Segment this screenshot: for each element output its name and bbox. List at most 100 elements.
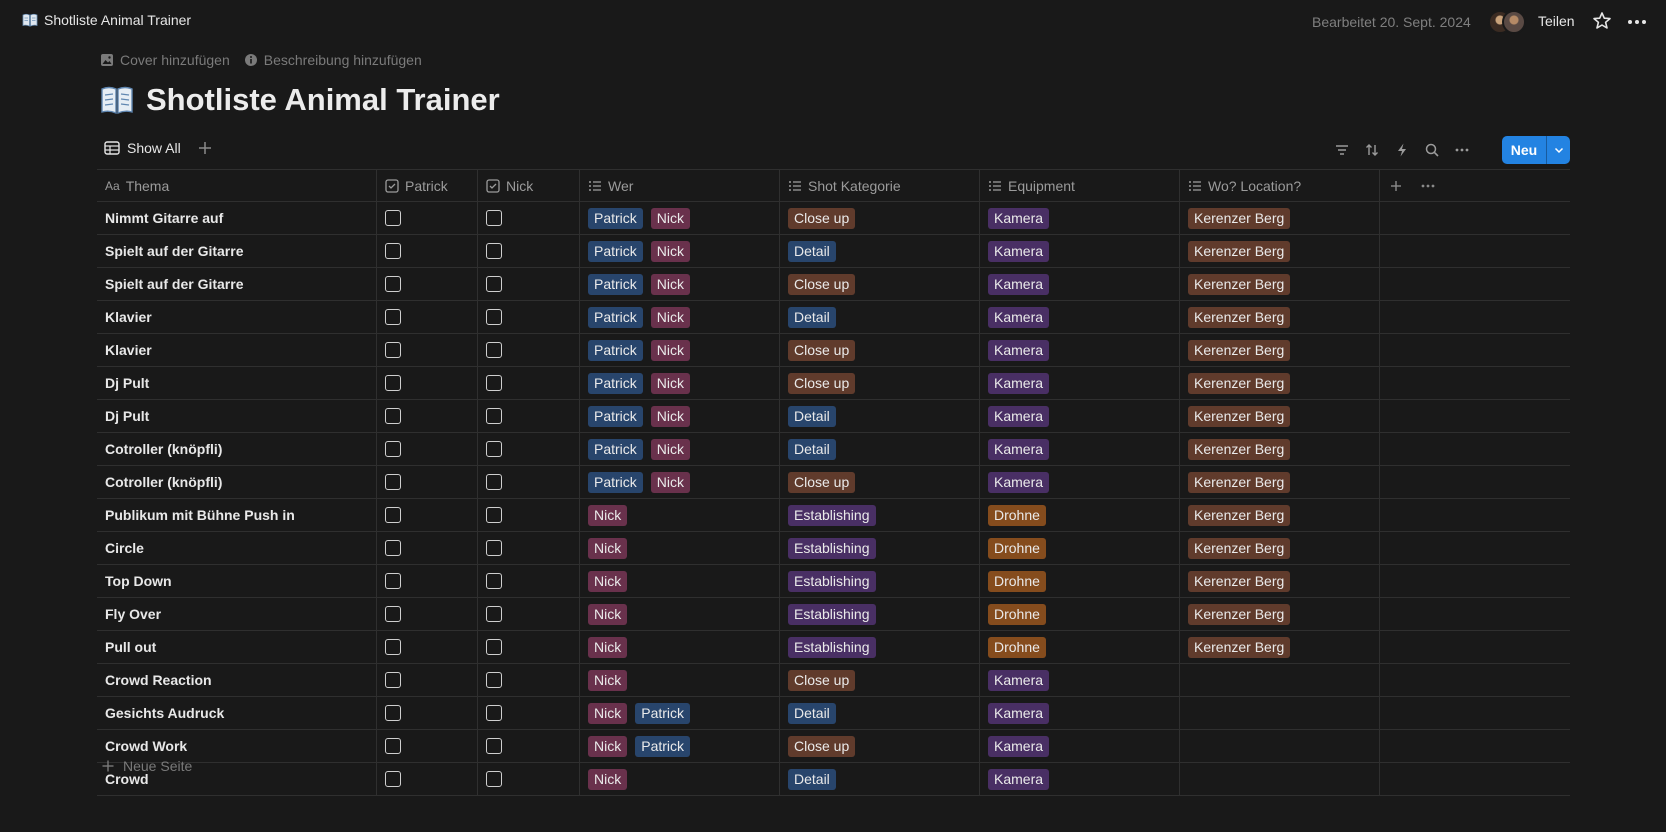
shot-kategorie-cell[interactable]: Establishing bbox=[780, 499, 980, 531]
shot-kategorie-cell[interactable]: Close up bbox=[780, 730, 980, 762]
location-cell[interactable]: Kerenzer Berg bbox=[1180, 202, 1380, 234]
tag[interactable]: Kerenzer Berg bbox=[1188, 339, 1291, 361]
tag[interactable]: Kamera bbox=[988, 207, 1050, 229]
equipment-cell[interactable]: Kamera bbox=[980, 763, 1180, 795]
tag[interactable]: Close up bbox=[788, 471, 856, 493]
equipment-cell[interactable]: Kamera bbox=[980, 268, 1180, 300]
patrick-checkbox[interactable] bbox=[385, 375, 401, 391]
equipment-cell[interactable]: Drohne bbox=[980, 499, 1180, 531]
thema-cell[interactable]: Klavier bbox=[97, 334, 377, 366]
equipment-cell[interactable]: Drohne bbox=[980, 598, 1180, 630]
patrick-checkbox[interactable] bbox=[385, 408, 401, 424]
tag[interactable]: Nick bbox=[650, 405, 691, 427]
row-title[interactable]: Crowd bbox=[105, 771, 149, 787]
thema-cell[interactable]: Gesichts Audruck bbox=[97, 697, 377, 729]
tag[interactable]: Kamera bbox=[988, 306, 1050, 328]
thema-cell[interactable]: Circle bbox=[97, 532, 377, 564]
row-title[interactable]: Crowd Work bbox=[105, 738, 188, 754]
patrick-checkbox[interactable] bbox=[385, 738, 401, 754]
nick-checkbox[interactable] bbox=[486, 507, 502, 523]
patrick-checkbox[interactable] bbox=[385, 540, 401, 556]
wer-cell[interactable]: Patrick Nick bbox=[580, 367, 780, 399]
thema-cell[interactable]: Dj Pult bbox=[97, 367, 377, 399]
tag[interactable]: Detail bbox=[788, 405, 836, 427]
wer-cell[interactable]: Patrick Nick bbox=[580, 235, 780, 267]
open-book-icon[interactable] bbox=[100, 85, 134, 115]
thema-cell[interactable]: Publikum mit Bühne Push in bbox=[97, 499, 377, 531]
tag[interactable]: Establishing bbox=[788, 570, 876, 592]
patrick-checkbox[interactable] bbox=[385, 441, 401, 457]
equipment-cell[interactable]: Kamera bbox=[980, 334, 1180, 366]
shot-kategorie-cell[interactable]: Detail bbox=[780, 433, 980, 465]
location-cell[interactable]: Kerenzer Berg bbox=[1180, 400, 1380, 432]
more-options-icon[interactable] bbox=[1420, 178, 1436, 194]
tag[interactable]: Kerenzer Berg bbox=[1188, 537, 1291, 559]
tag[interactable]: Patrick bbox=[588, 438, 643, 460]
equipment-cell[interactable]: Kamera bbox=[980, 697, 1180, 729]
filter-icon[interactable] bbox=[1334, 142, 1350, 158]
row-title[interactable]: Gesichts Audruck bbox=[105, 705, 225, 721]
thema-cell[interactable]: Fly Over bbox=[97, 598, 377, 630]
add-property-icon[interactable] bbox=[1388, 178, 1404, 194]
row-title[interactable]: Circle bbox=[105, 540, 144, 556]
shot-kategorie-cell[interactable]: Close up bbox=[780, 466, 980, 498]
add-cover-button[interactable]: Cover hinzufügen bbox=[100, 52, 230, 68]
tag[interactable]: Kamera bbox=[988, 702, 1050, 724]
tag[interactable]: Kerenzer Berg bbox=[1188, 405, 1291, 427]
tag[interactable]: Kerenzer Berg bbox=[1188, 504, 1291, 526]
tag[interactable]: Nick bbox=[650, 438, 691, 460]
tag[interactable]: Nick bbox=[650, 207, 691, 229]
column-header-nick[interactable]: Nick bbox=[478, 170, 580, 201]
tag[interactable]: Patrick bbox=[588, 240, 643, 262]
new-page-button[interactable]: Neue Seite bbox=[101, 758, 192, 774]
tag[interactable]: Nick bbox=[650, 471, 691, 493]
patrick-checkbox[interactable] bbox=[385, 507, 401, 523]
tag[interactable]: Nick bbox=[588, 735, 628, 757]
new-dropdown[interactable] bbox=[1547, 136, 1570, 164]
tag[interactable]: Drohne bbox=[988, 504, 1046, 526]
wer-cell[interactable]: Patrick Nick bbox=[580, 301, 780, 333]
column-header-wer[interactable]: Wer bbox=[580, 170, 780, 201]
row-title[interactable]: Dj Pult bbox=[105, 375, 150, 391]
nick-checkbox[interactable] bbox=[486, 375, 502, 391]
search-icon[interactable] bbox=[1424, 142, 1440, 158]
nick-checkbox[interactable] bbox=[486, 342, 502, 358]
nick-checkbox[interactable] bbox=[486, 606, 502, 622]
tag[interactable]: Kamera bbox=[988, 273, 1050, 295]
location-cell[interactable]: Kerenzer Berg bbox=[1180, 631, 1380, 663]
shot-kategorie-cell[interactable]: Close up bbox=[780, 268, 980, 300]
tag[interactable]: Establishing bbox=[788, 537, 876, 559]
tag[interactable]: Kerenzer Berg bbox=[1188, 438, 1291, 460]
tag[interactable]: Patrick bbox=[588, 306, 643, 328]
column-header-patrick[interactable]: Patrick bbox=[377, 170, 478, 201]
tag[interactable]: Nick bbox=[588, 603, 628, 625]
row-title[interactable]: Cotroller (knöpfli) bbox=[105, 441, 223, 457]
row-title[interactable]: Fly Over bbox=[105, 606, 162, 622]
page-title[interactable]: Shotliste Animal Trainer bbox=[146, 82, 500, 117]
nick-checkbox[interactable] bbox=[486, 474, 502, 490]
shot-kategorie-cell[interactable]: Detail bbox=[780, 697, 980, 729]
thema-cell[interactable]: Crowd Reaction bbox=[97, 664, 377, 696]
tag[interactable]: Kamera bbox=[988, 240, 1050, 262]
wer-cell[interactable]: Nick Patrick bbox=[580, 697, 780, 729]
tag[interactable]: Close up bbox=[788, 339, 856, 361]
wer-cell[interactable]: Nick bbox=[580, 598, 780, 630]
shot-kategorie-cell[interactable]: Close up bbox=[780, 664, 980, 696]
thema-cell[interactable]: Spielt auf der Gitarre bbox=[97, 268, 377, 300]
thema-cell[interactable]: Crowd Work bbox=[97, 730, 377, 762]
more-options-icon[interactable] bbox=[1454, 142, 1470, 158]
thema-cell[interactable]: Spielt auf der Gitarre bbox=[97, 235, 377, 267]
tag[interactable]: Drohne bbox=[988, 636, 1046, 658]
tag[interactable]: Patrick bbox=[588, 471, 643, 493]
thema-cell[interactable]: Cotroller (knöpfli) bbox=[97, 466, 377, 498]
tag[interactable]: Close up bbox=[788, 372, 856, 394]
tag[interactable]: Patrick bbox=[588, 339, 643, 361]
location-cell[interactable]: Kerenzer Berg bbox=[1180, 334, 1380, 366]
patrick-checkbox[interactable] bbox=[385, 705, 401, 721]
tag[interactable]: Kamera bbox=[988, 405, 1050, 427]
share-button[interactable]: Teilen bbox=[1538, 13, 1575, 29]
thema-cell[interactable]: Klavier bbox=[97, 301, 377, 333]
wer-cell[interactable]: Patrick Nick bbox=[580, 334, 780, 366]
equipment-cell[interactable]: Kamera bbox=[980, 301, 1180, 333]
tag[interactable]: Patrick bbox=[635, 735, 691, 757]
